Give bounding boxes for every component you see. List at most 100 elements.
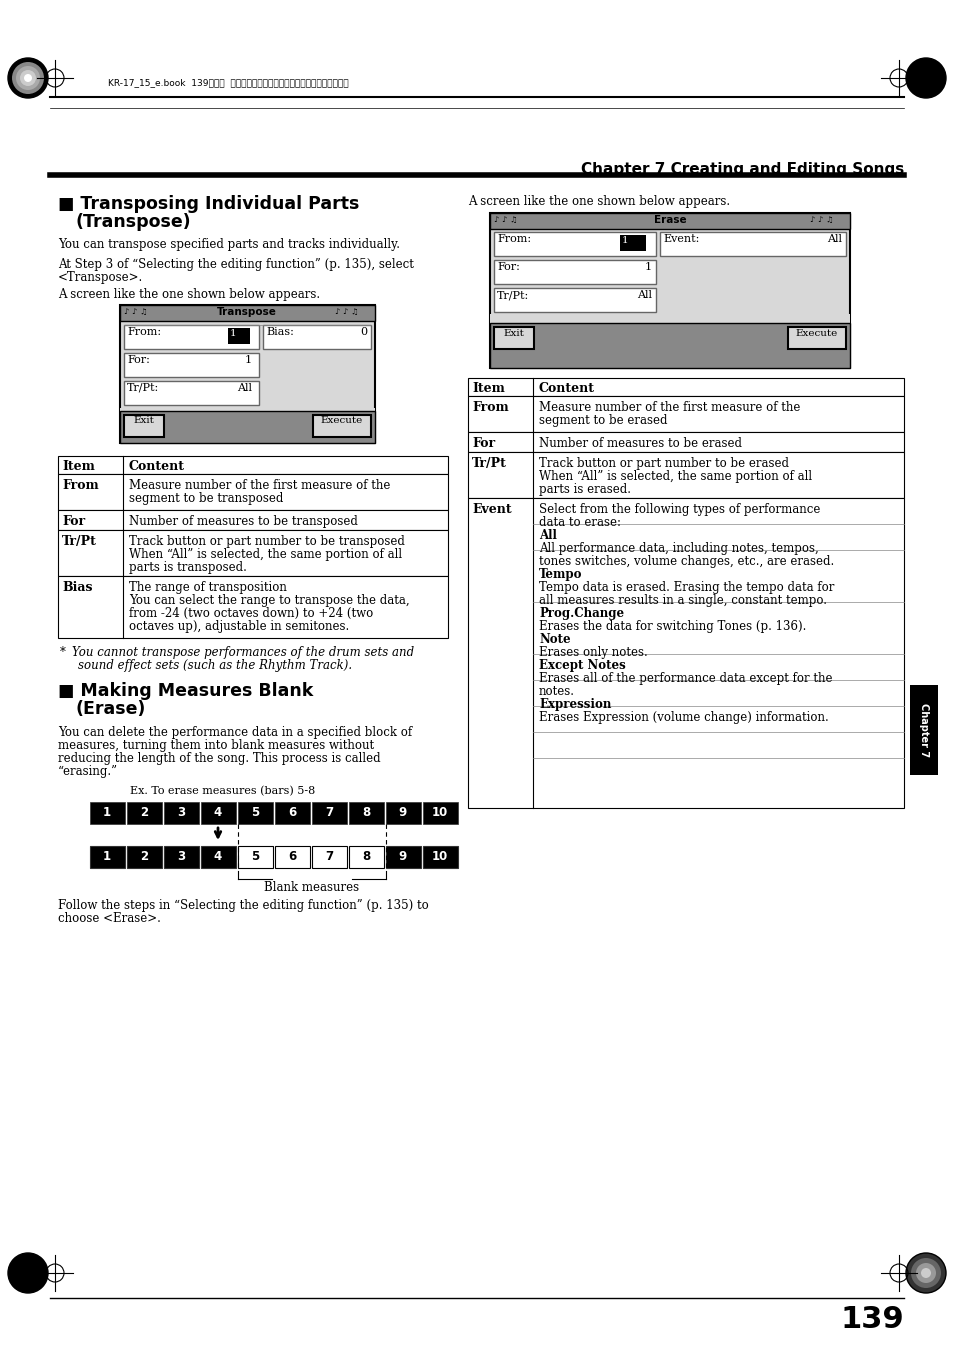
Text: Tr/Pt:: Tr/Pt: (497, 290, 529, 300)
Text: For:: For: (497, 262, 519, 272)
Circle shape (8, 1252, 48, 1293)
Text: ■ Making Measures Blank: ■ Making Measures Blank (58, 682, 313, 700)
Text: You can delete the performance data in a specified block of: You can delete the performance data in a… (58, 725, 412, 739)
Bar (422, 802, 457, 824)
Circle shape (905, 58, 945, 99)
Text: ■ Transposing Individual Parts: ■ Transposing Individual Parts (58, 195, 359, 213)
Text: 1: 1 (103, 850, 111, 863)
Text: 6: 6 (288, 807, 295, 819)
Text: Select from the following types of performance: Select from the following types of perfo… (538, 503, 820, 516)
Text: tones switches, volume changes, etc., are erased.: tones switches, volume changes, etc., ar… (538, 555, 833, 567)
Text: Erases all of the performance data except for the: Erases all of the performance data excep… (538, 671, 832, 685)
Bar (490, 213, 849, 367)
Text: Number of measures to be erased: Number of measures to be erased (538, 436, 741, 450)
Bar (90, 802, 125, 824)
Text: Tempo data is erased. Erasing the tempo data for: Tempo data is erased. Erasing the tempo … (538, 581, 834, 594)
Bar (237, 846, 273, 867)
Text: Bias: Bias (62, 581, 92, 594)
Text: Exit: Exit (133, 416, 154, 426)
Text: Follow the steps in “Selecting the editing function” (p. 135) to: Follow the steps in “Selecting the editi… (58, 898, 428, 912)
Text: For: For (62, 515, 85, 528)
Bar (490, 313, 849, 340)
Circle shape (905, 1252, 945, 1293)
Text: ♪ ♪ ♫: ♪ ♪ ♫ (809, 215, 833, 224)
Text: segment to be erased: segment to be erased (538, 413, 667, 427)
Text: All: All (236, 382, 252, 393)
Text: Erases only notes.: Erases only notes. (538, 646, 647, 659)
Circle shape (24, 74, 32, 82)
Text: All: All (826, 234, 841, 245)
Circle shape (16, 66, 40, 91)
Text: KR-17_15_e.book  139ページ  ２００４年１２月６日　月曜日　午後１時５４分: KR-17_15_e.book 139ページ ２００４年１２月６日 月曜日 午後… (108, 78, 348, 86)
Circle shape (12, 62, 44, 95)
Bar (659, 232, 845, 255)
Text: Measure number of the first measure of the: Measure number of the first measure of t… (538, 401, 800, 413)
Text: Item: Item (62, 459, 94, 473)
Text: ♪ ♪ ♫: ♪ ♪ ♫ (335, 307, 358, 316)
Text: From:: From: (127, 327, 161, 336)
Bar (490, 213, 849, 230)
Text: Tr/Pt:: Tr/Pt: (127, 382, 159, 393)
Text: parts is erased.: parts is erased. (538, 484, 630, 496)
Text: You cannot transpose performances of the drum sets and: You cannot transpose performances of the… (71, 646, 414, 659)
Text: When “All” is selected, the same portion of all: When “All” is selected, the same portion… (129, 549, 402, 561)
Circle shape (915, 1263, 935, 1283)
Text: Track button or part number to be erased: Track button or part number to be erased (538, 457, 788, 470)
Text: 1: 1 (644, 262, 651, 272)
Bar (164, 802, 199, 824)
Text: Ex. To erase measures (bars) 5-8: Ex. To erase measures (bars) 5-8 (130, 786, 314, 796)
Text: ♪ ♪ ♫: ♪ ♪ ♫ (124, 307, 148, 316)
Text: (Erase): (Erase) (76, 700, 146, 717)
Bar (619, 235, 645, 251)
Text: 5: 5 (251, 850, 259, 863)
Text: Transpose: Transpose (217, 307, 276, 317)
Bar (312, 846, 347, 867)
Bar (468, 396, 903, 432)
Text: 2: 2 (140, 850, 148, 863)
Bar (490, 323, 849, 367)
Text: 1: 1 (621, 236, 628, 245)
Bar (228, 328, 250, 345)
Text: from -24 (two octaves down) to +24 (two: from -24 (two octaves down) to +24 (two (129, 607, 373, 620)
Text: ♪ ♪ ♫: ♪ ♪ ♫ (494, 215, 517, 224)
Text: You can select the range to transpose the data,: You can select the range to transpose th… (129, 594, 409, 607)
Text: 1: 1 (245, 355, 252, 365)
Bar (124, 326, 258, 349)
Bar (494, 327, 534, 349)
Bar (164, 846, 199, 867)
Text: Event:: Event: (662, 234, 699, 245)
Bar (468, 499, 903, 808)
Text: 10: 10 (432, 807, 448, 819)
Text: 8: 8 (361, 850, 370, 863)
Bar (120, 408, 375, 430)
Text: Item: Item (472, 382, 504, 394)
Text: Event: Event (472, 503, 511, 516)
Circle shape (920, 1269, 930, 1278)
Bar (422, 846, 457, 867)
Bar (274, 802, 310, 824)
Bar (58, 509, 448, 530)
Text: all measures results in a single, constant tempo.: all measures results in a single, consta… (538, 594, 826, 607)
Bar (120, 411, 375, 443)
Text: A screen like the one shown below appears.: A screen like the one shown below appear… (468, 195, 729, 208)
Text: Track button or part number to be transposed: Track button or part number to be transp… (129, 535, 404, 549)
Text: Tr/Pt: Tr/Pt (62, 535, 97, 549)
Text: Content: Content (538, 382, 595, 394)
Text: Expression: Expression (538, 698, 611, 711)
Bar (494, 259, 656, 284)
Bar (313, 415, 371, 436)
Text: reducing the length of the song. This process is called: reducing the length of the song. This pr… (58, 753, 380, 765)
Text: <Transpose>.: <Transpose>. (58, 272, 143, 284)
Bar (124, 415, 164, 436)
Text: (Transpose): (Transpose) (76, 213, 192, 231)
Text: measures, turning them into blank measures without: measures, turning them into blank measur… (58, 739, 374, 753)
Bar (787, 327, 845, 349)
Text: Erase: Erase (653, 215, 685, 226)
Text: Execute: Execute (795, 330, 838, 338)
Bar (201, 846, 235, 867)
Text: Content: Content (129, 459, 185, 473)
Text: octaves up), adjustable in semitones.: octaves up), adjustable in semitones. (129, 620, 349, 634)
Bar (263, 326, 371, 349)
Text: From:: From: (497, 234, 531, 245)
Bar (237, 802, 273, 824)
